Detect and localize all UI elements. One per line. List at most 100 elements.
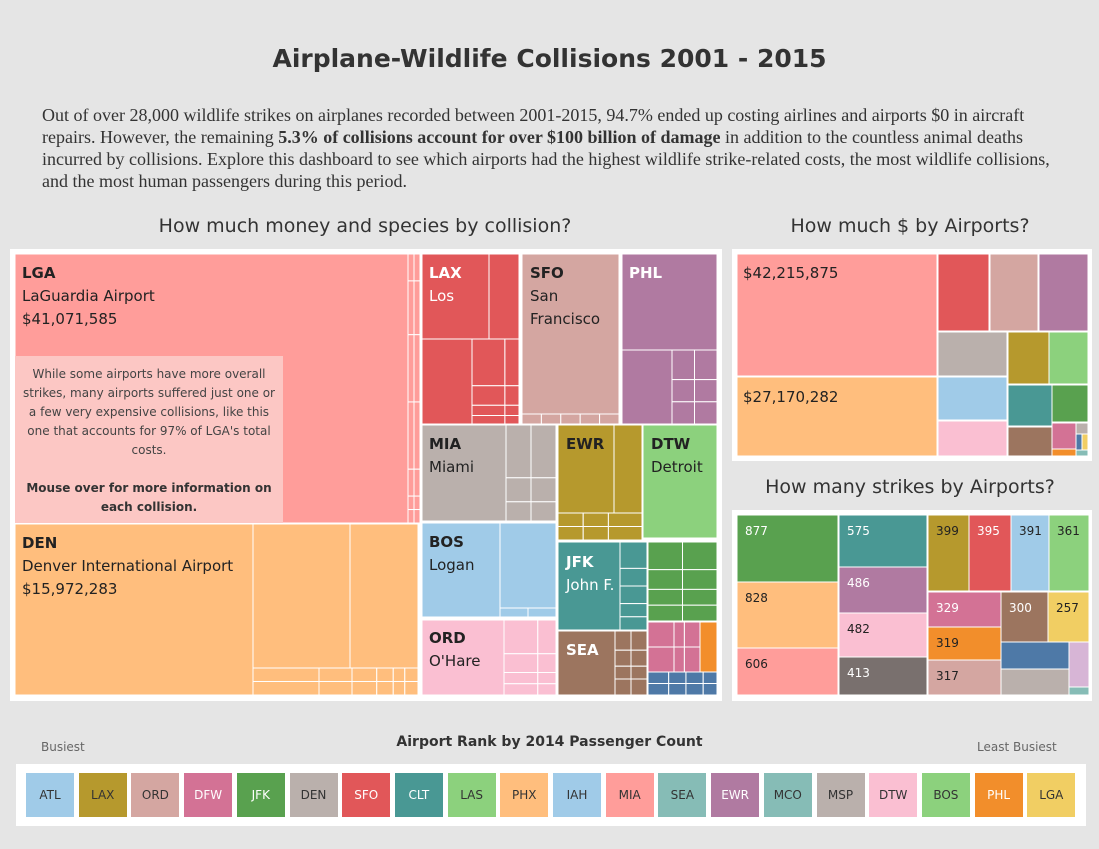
misc-collision-cell[interactable] xyxy=(647,588,683,606)
strike-cell[interactable] xyxy=(927,591,1002,628)
cost-cell[interactable] xyxy=(1007,384,1053,427)
sea-collision-cell[interactable] xyxy=(630,665,648,680)
lax-collision-main[interactable] xyxy=(421,253,490,340)
sea-collision-cell[interactable] xyxy=(614,678,632,696)
bos-collision-cell[interactable] xyxy=(499,522,557,609)
cost-cell[interactable] xyxy=(937,331,1008,377)
bos-collision-cell[interactable] xyxy=(527,607,557,618)
misc-collision-cell[interactable] xyxy=(647,569,683,590)
misc-collision-cell[interactable] xyxy=(685,683,704,696)
jfk-collision-cell[interactable] xyxy=(619,541,648,569)
cost-cell-2[interactable] xyxy=(736,376,938,457)
lga-collision-cell[interactable] xyxy=(407,253,415,282)
legend-item-dfw[interactable]: DFW xyxy=(184,773,233,817)
strike-cell[interactable] xyxy=(1068,686,1090,696)
sea-collision-cell[interactable] xyxy=(630,678,648,696)
legend-item-ewr[interactable]: EWR xyxy=(711,773,760,817)
den-collision-cell[interactable] xyxy=(392,681,406,696)
lga-collision-cell[interactable] xyxy=(413,401,421,470)
legend-item-clt[interactable]: CLT xyxy=(394,773,443,817)
lax-collision-cell[interactable] xyxy=(471,385,506,406)
sfo-collision-main[interactable] xyxy=(521,253,620,415)
lga-collision-cell[interactable] xyxy=(413,280,421,336)
lax-collision-cell[interactable] xyxy=(488,253,520,340)
lax-collision-cell[interactable] xyxy=(504,415,520,425)
legend-item-iah[interactable]: IAH xyxy=(553,773,601,817)
cost-cell[interactable] xyxy=(1007,331,1050,385)
cost-cell[interactable] xyxy=(1048,331,1089,385)
sfo-collision-cell[interactable] xyxy=(540,413,562,425)
lga-collision-cell[interactable] xyxy=(413,253,421,282)
misc-collision-cell[interactable] xyxy=(673,621,685,648)
sea-collision-cell[interactable] xyxy=(630,649,648,667)
lga-collision-cell[interactable] xyxy=(407,280,415,336)
den-collision-cell[interactable] xyxy=(349,523,419,669)
den-collision-cell[interactable] xyxy=(318,667,353,682)
sfo-collision-cell[interactable] xyxy=(579,413,601,425)
den-collision-cell[interactable] xyxy=(351,681,378,696)
mia-collision-cell[interactable] xyxy=(530,501,557,522)
misc-collision-cell[interactable] xyxy=(682,588,718,606)
cost-cell[interactable] xyxy=(1051,448,1077,457)
bos-collision-main[interactable] xyxy=(421,522,501,618)
strike-cell[interactable] xyxy=(736,514,839,583)
misc-collision-cell[interactable] xyxy=(699,621,718,673)
den-collision-cell[interactable] xyxy=(252,523,351,669)
strike-cell[interactable] xyxy=(1068,641,1090,688)
lax-collision-cell[interactable] xyxy=(471,338,506,387)
lga-collision-cell[interactable] xyxy=(407,468,415,497)
ewr-collision-cell[interactable] xyxy=(582,526,609,541)
lax-collision-cell[interactable] xyxy=(504,385,520,406)
ord-collision-cell[interactable] xyxy=(537,619,557,655)
strike-cell[interactable] xyxy=(927,626,1002,661)
sea-collision-cell[interactable] xyxy=(630,630,648,651)
den-collision-cell[interactable] xyxy=(404,667,419,682)
lga-collision-cell[interactable] xyxy=(407,334,415,403)
strike-cell[interactable] xyxy=(838,656,928,696)
jfk-collision-main[interactable] xyxy=(557,541,621,631)
den-collision-cell[interactable] xyxy=(318,681,353,696)
den-collision-cell[interactable] xyxy=(404,681,419,696)
strike-cell[interactable] xyxy=(838,566,928,614)
misc-collision-cell[interactable] xyxy=(647,621,675,648)
den-collision-cell[interactable] xyxy=(252,667,320,682)
sea-collision-cell[interactable] xyxy=(614,649,632,667)
lga-collision-cell[interactable] xyxy=(413,509,421,524)
den-collision-cell[interactable] xyxy=(351,667,378,682)
legend-item-dtw[interactable]: DTW xyxy=(869,773,918,817)
legend-item-den[interactable]: DEN xyxy=(289,773,338,817)
legend-item-atl[interactable]: ATL xyxy=(26,773,74,817)
strike-cell[interactable] xyxy=(1047,591,1090,643)
ewr-collision-cell[interactable] xyxy=(607,526,643,541)
legend-item-mco[interactable]: MCO xyxy=(763,773,812,817)
strike-cell[interactable] xyxy=(736,581,839,649)
legend-item-msp[interactable]: MSP xyxy=(816,773,865,817)
den-collision-cell[interactable] xyxy=(392,667,406,682)
misc-collision-cell[interactable] xyxy=(673,646,685,673)
legend-item-bos[interactable]: BOS xyxy=(921,773,970,817)
lax-collision-cell[interactable] xyxy=(504,338,520,387)
cost-cell[interactable] xyxy=(989,253,1039,332)
lax-collision-cell[interactable] xyxy=(504,404,520,416)
mia-collision-cell[interactable] xyxy=(505,501,532,522)
lga-collision-cell[interactable] xyxy=(407,401,415,470)
mia-collision-cell[interactable] xyxy=(505,477,532,503)
bos-collision-cell[interactable] xyxy=(499,607,529,618)
cost-cell[interactable] xyxy=(1075,449,1089,457)
mia-collision-cell[interactable] xyxy=(530,477,557,503)
legend-item-las[interactable]: LAS xyxy=(447,773,496,817)
ord-collision-cell[interactable] xyxy=(503,619,539,655)
legend-item-sfo[interactable]: SFO xyxy=(342,773,391,817)
lga-collision-cell[interactable] xyxy=(407,509,415,524)
misc-collision-cell[interactable] xyxy=(647,646,675,673)
ord-collision-cell[interactable] xyxy=(537,672,557,685)
strike-cell[interactable] xyxy=(1048,514,1090,592)
ord-collision-cell[interactable] xyxy=(503,672,539,685)
legend-item-lax[interactable]: LAX xyxy=(78,773,127,817)
strike-cell[interactable] xyxy=(1000,591,1049,643)
ewr-collision-cell[interactable] xyxy=(607,512,643,527)
den-collision-cell[interactable] xyxy=(376,667,394,682)
lga-collision-cell[interactable] xyxy=(413,495,421,511)
legend-item-phx[interactable]: PHX xyxy=(500,773,549,817)
mia-collision-cell[interactable] xyxy=(530,424,557,479)
